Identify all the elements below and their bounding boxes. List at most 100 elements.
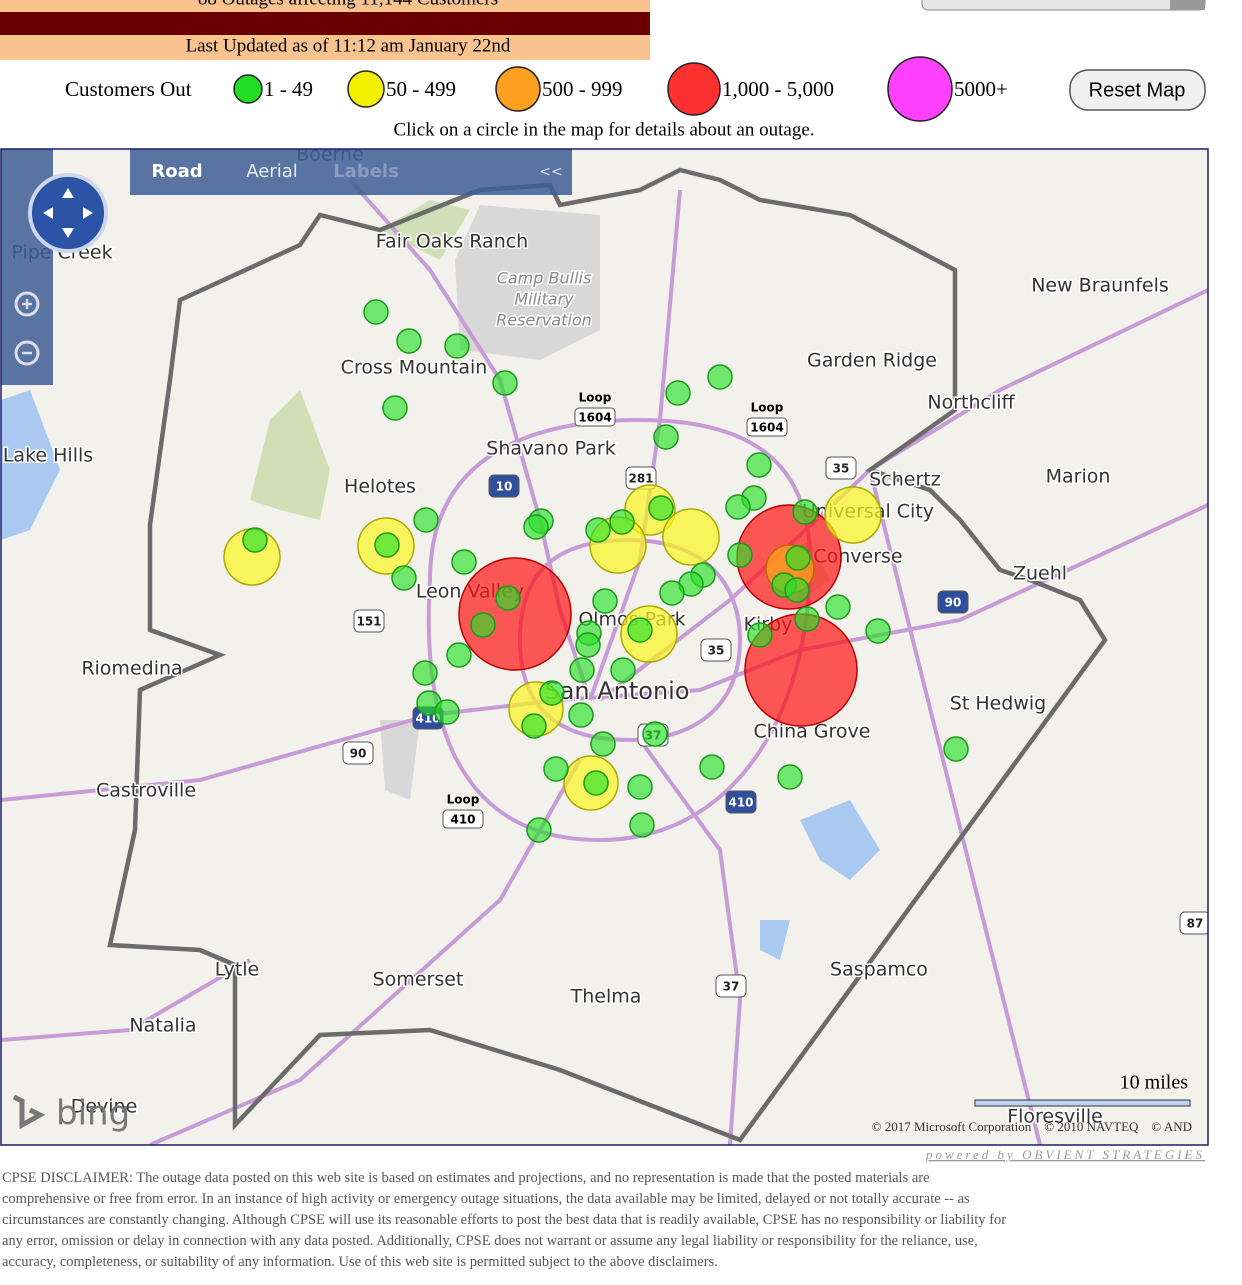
outage-circle[interactable] [451,549,477,575]
outage-circle[interactable] [648,495,674,521]
place-label: St Hedwig [950,693,1046,715]
outage-circle[interactable] [609,509,635,535]
place-label: Cross Mountain [341,357,488,379]
outage-circle[interactable] [665,380,691,406]
outage-circle[interactable] [363,299,389,325]
outage-circle[interactable] [747,622,773,648]
outage-circle[interactable] [583,770,609,796]
map-tab[interactable]: Labels [333,161,399,182]
outage-circle[interactable] [825,594,851,620]
highway-shield [488,474,520,498]
collapse-button[interactable]: << [539,164,562,180]
legend-swatch [887,56,953,122]
outage-circle[interactable] [659,580,685,606]
highway-number: 410 [728,796,753,810]
outage-circle[interactable] [784,577,810,603]
zoom-in-icon [22,299,32,309]
outage-circle[interactable] [382,395,408,421]
outage-circle[interactable] [590,731,616,757]
outage-circle[interactable] [242,527,268,553]
place-label: Somerset [373,969,464,991]
outage-circle[interactable] [707,364,733,390]
reset-button[interactable] [1069,69,1206,111]
outage-circle[interactable] [824,486,882,544]
outage-circle[interactable] [585,517,611,543]
outage-circle[interactable] [777,764,803,790]
outage-circle[interactable] [539,680,565,706]
outage-circle[interactable] [543,756,569,782]
highway-number: 35 [708,644,725,658]
screen: 88 Outages affecting 11,144 Customers La… [0,0,1209,1162]
outage-circle[interactable] [943,736,969,762]
outage-circle[interactable] [575,632,601,658]
outage-circle[interactable] [627,617,653,643]
outage-circle[interactable] [727,542,753,568]
place-label: Thelma [570,986,642,1008]
place-label: Garden Ridge [807,350,937,372]
outage-circle[interactable] [391,565,417,591]
outage-circle[interactable] [627,774,653,800]
outage-circle[interactable] [444,333,470,359]
outage-circle[interactable] [592,588,618,614]
place-label: Northcliff [927,392,1015,414]
outage-circle[interactable] [374,532,400,558]
outage-circle[interactable] [699,754,725,780]
outage-circle[interactable] [412,660,438,686]
last-updated: Last Updated as of 11:12 am January 22nd [186,35,511,56]
outage-circle[interactable] [653,424,679,450]
map-tab[interactable]: Aerial [246,161,298,182]
outage-circle[interactable] [521,713,547,739]
military-area [380,205,600,800]
legend-swatch [347,70,385,108]
outage-circle[interactable] [785,545,811,571]
outage-circle[interactable] [446,642,472,668]
outage-circle[interactable] [746,452,772,478]
outage-circle[interactable] [794,606,820,632]
outage-circle[interactable] [568,702,594,728]
outage-circle[interactable] [642,721,668,747]
loop-shield [442,809,484,829]
place-label: Shavano Park [486,438,615,460]
outage-circle[interactable] [470,612,496,638]
highway-number: 10 [496,480,513,494]
loop-number: 1604 [578,411,611,425]
outage-circle[interactable] [610,657,636,683]
outage-circle[interactable] [434,699,460,725]
loop-shield [746,417,788,437]
outage-circle[interactable] [495,585,521,611]
outage-circle[interactable] [458,557,572,671]
outage-circles [223,299,969,843]
place-label: Saspamco [830,959,928,981]
scale-bar [974,1099,1191,1107]
outage-circle[interactable] [725,494,751,520]
map-border [0,148,1209,1146]
disclaimer-line: comprehensive or free from error. In an … [2,1191,970,1207]
outage-circle[interactable] [629,812,655,838]
pan-control[interactable] [28,173,108,253]
zoom-out[interactable] [14,340,40,366]
highway-number: 35 [833,462,850,476]
outage-circle[interactable] [662,508,720,566]
map-tab[interactable]: Road [151,161,202,182]
header-bar [0,35,650,60]
zoom-in[interactable] [14,291,40,317]
highway-number: 410 [415,712,440,726]
outage-circle[interactable] [526,817,552,843]
outage-circle[interactable] [396,328,422,354]
legend-swatch [233,74,263,104]
outage-circle[interactable] [492,370,518,396]
outage-circle[interactable] [523,514,549,540]
reset-button-label[interactable]: Reset Map [1089,79,1186,101]
outage-circle[interactable] [865,618,891,644]
map-type-bar [130,149,572,195]
loop-word: Loop [751,401,784,415]
highway-number: 90 [945,596,962,610]
pan-arrows [43,188,93,238]
place-label: China Grove [754,721,871,743]
outage-circle[interactable] [569,657,595,683]
legend-label: 500 - 999 [542,77,623,101]
outage-circle[interactable] [792,499,818,525]
place-label: Schertz [869,469,940,491]
outage-circle[interactable] [413,507,439,533]
